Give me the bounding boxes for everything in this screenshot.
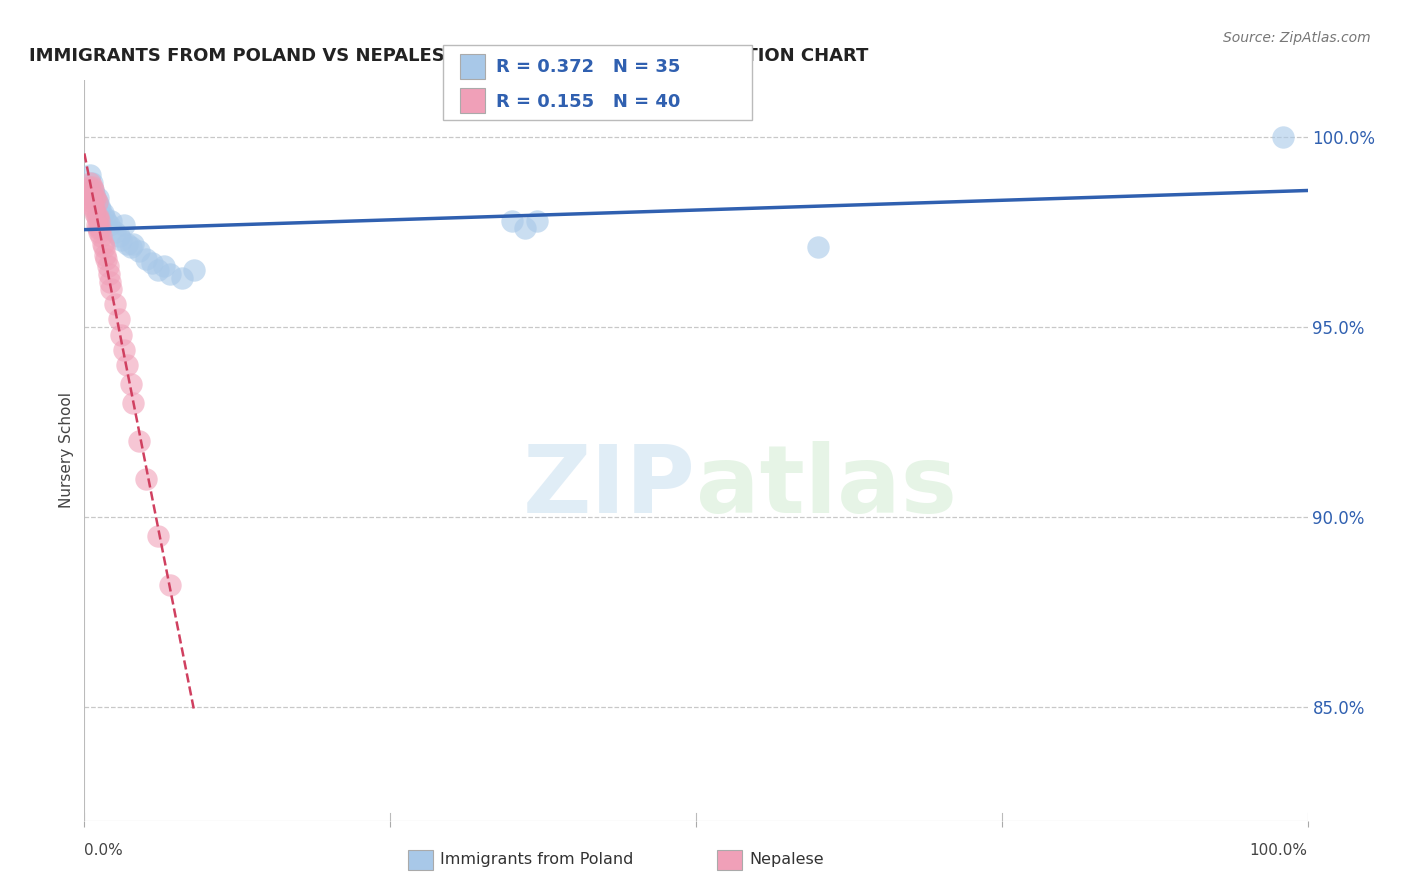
Point: [79, 168, 101, 182]
Point: [91, 206, 114, 220]
Point: [97, 267, 120, 281]
Point: [79, 191, 101, 205]
Point: [96, 213, 118, 227]
Point: [146, 263, 169, 277]
Point: [87, 210, 110, 224]
Point: [135, 252, 157, 266]
Point: [86, 210, 108, 224]
Text: Nepalese: Nepalese: [749, 853, 824, 867]
Point: [153, 260, 176, 274]
Point: [83, 191, 105, 205]
Text: R = 0.155   N = 40: R = 0.155 N = 40: [496, 93, 681, 111]
Point: [86, 218, 108, 232]
Text: atlas: atlas: [696, 442, 957, 533]
Point: [83, 202, 105, 217]
Point: [112, 343, 135, 357]
Point: [93, 240, 115, 254]
Point: [84, 191, 107, 205]
Point: [79, 176, 101, 190]
Point: [80, 194, 103, 209]
Point: [100, 213, 122, 227]
Point: [120, 240, 142, 254]
Point: [87, 198, 110, 212]
Point: [87, 221, 110, 235]
Point: [122, 396, 145, 410]
Point: [98, 275, 121, 289]
Text: Immigrants from Poland: Immigrants from Poland: [440, 853, 634, 867]
Point: [1272, 130, 1295, 145]
Point: [97, 218, 120, 232]
Point: [135, 472, 157, 486]
Point: [128, 244, 150, 259]
Point: [96, 252, 118, 266]
Point: [93, 210, 115, 224]
Point: [77, 187, 100, 202]
Point: [104, 225, 127, 239]
Point: [82, 183, 104, 197]
Point: [89, 221, 111, 235]
Point: [83, 187, 105, 202]
Point: [80, 176, 103, 190]
Point: [104, 297, 127, 311]
Point: [80, 179, 103, 194]
Point: [141, 255, 163, 269]
Point: [84, 191, 107, 205]
Point: [115, 236, 138, 251]
Point: [87, 225, 110, 239]
Point: [87, 213, 110, 227]
Point: [112, 218, 135, 232]
Point: [89, 202, 111, 217]
Point: [87, 191, 110, 205]
Point: [107, 312, 129, 326]
Point: [110, 233, 132, 247]
Point: [97, 260, 120, 274]
Text: 100.0%: 100.0%: [1250, 844, 1308, 858]
Point: [91, 236, 114, 251]
Point: [77, 179, 100, 194]
Point: [82, 183, 104, 197]
Point: [84, 206, 107, 220]
Point: [807, 240, 830, 254]
Point: [128, 434, 150, 448]
Point: [90, 229, 112, 244]
Point: [86, 194, 108, 209]
Text: IMMIGRANTS FROM POLAND VS NEPALESE NURSERY SCHOOL CORRELATION CHART: IMMIGRANTS FROM POLAND VS NEPALESE NURSE…: [30, 47, 869, 65]
Point: [77, 187, 100, 202]
Point: [107, 229, 129, 244]
Point: [146, 529, 169, 543]
Point: [115, 358, 138, 372]
Point: [100, 282, 122, 296]
Text: R = 0.372   N = 35: R = 0.372 N = 35: [496, 59, 681, 77]
Text: Source: ZipAtlas.com: Source: ZipAtlas.com: [1223, 31, 1371, 45]
Point: [82, 198, 104, 212]
Text: ZIP: ZIP: [523, 442, 696, 533]
Point: [183, 263, 205, 277]
Y-axis label: Nursery School: Nursery School: [59, 392, 75, 508]
Point: [513, 221, 536, 235]
Point: [159, 267, 181, 281]
Point: [122, 236, 145, 251]
Point: [502, 213, 524, 227]
Point: [120, 377, 142, 392]
Point: [159, 578, 181, 592]
Point: [94, 248, 117, 262]
Text: 0.0%: 0.0%: [84, 844, 124, 858]
Point: [86, 194, 108, 209]
Point: [172, 270, 194, 285]
Point: [110, 327, 132, 342]
Point: [526, 213, 548, 227]
